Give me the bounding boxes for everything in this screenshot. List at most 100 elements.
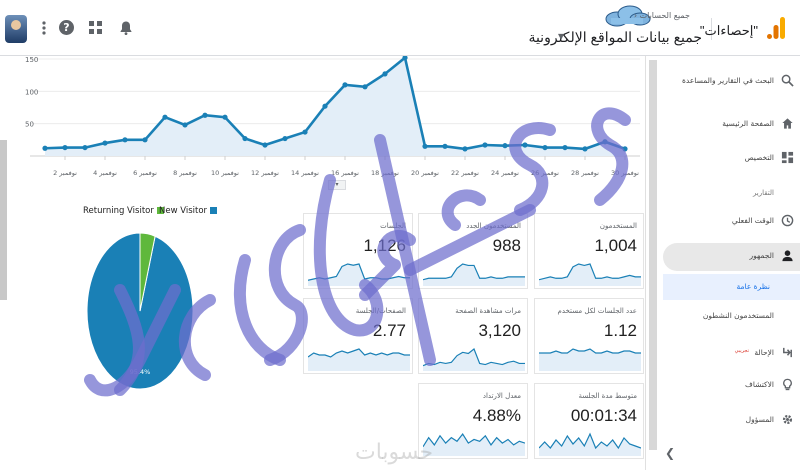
sparkline-fill xyxy=(423,434,525,456)
collapse-sidebar-icon[interactable]: ❮ xyxy=(665,446,676,460)
metric-card[interactable]: الجلسات 1,126 xyxy=(303,213,413,289)
area-fill xyxy=(45,57,625,156)
data-point[interactable] xyxy=(262,142,268,148)
sparkline-fill xyxy=(423,264,525,286)
sidebar-search[interactable]: البحث في التقارير والمساعدة xyxy=(645,68,800,94)
sparkline-fill xyxy=(539,264,641,286)
data-point[interactable] xyxy=(302,129,308,135)
more-vert-icon[interactable] xyxy=(36,20,52,36)
data-point[interactable] xyxy=(122,137,128,143)
data-point[interactable] xyxy=(382,71,388,77)
avatar[interactable] xyxy=(5,15,27,43)
apps-grid-icon[interactable] xyxy=(88,20,104,36)
data-point[interactable] xyxy=(82,144,88,151)
metric-value: 3,120 xyxy=(478,321,521,340)
data-point[interactable] xyxy=(42,145,48,151)
data-point[interactable] xyxy=(402,56,408,61)
metric-card[interactable]: مرات مشاهدة الصفحة 3,120 xyxy=(418,298,528,374)
sidebar-item-label: المسؤول xyxy=(745,415,774,424)
data-point[interactable] xyxy=(622,146,628,152)
lightbulb-icon xyxy=(783,378,792,391)
data-point[interactable] xyxy=(462,146,468,152)
data-point[interactable] xyxy=(362,84,368,90)
sidebar-scrollbar[interactable] xyxy=(649,60,657,450)
bell-icon[interactable] xyxy=(118,20,134,36)
sidebar-item-discover[interactable]: الاكتشاف xyxy=(645,372,800,398)
metric-card[interactable]: معدل الارتداد 4.88% xyxy=(418,383,528,459)
legend-returning-visitor: Returning Visitor xyxy=(83,206,164,216)
sidebar-item-customize[interactable]: التخصيص xyxy=(645,145,800,171)
clock-icon xyxy=(781,214,794,227)
data-point[interactable] xyxy=(522,142,528,148)
divider xyxy=(711,18,712,40)
data-point[interactable] xyxy=(442,143,448,149)
data-point[interactable] xyxy=(542,144,548,151)
sidebar-item-acquisition[interactable]: الإحالة تجريبي xyxy=(645,340,800,366)
metric-sparkline xyxy=(423,263,525,286)
sidebar-item-audience[interactable]: الجمهور xyxy=(663,243,800,271)
chevron-down-icon[interactable]: ▼ xyxy=(558,32,565,41)
data-point[interactable] xyxy=(62,144,68,151)
metric-card[interactable]: عدد الجلسات لكل مستخدم 1.12 xyxy=(534,298,644,374)
data-point[interactable] xyxy=(182,122,188,128)
search-icon xyxy=(781,74,794,87)
property-selector[interactable]: جميع بيانات المواقع الإلكترونية xyxy=(528,29,702,45)
data-point[interactable] xyxy=(562,144,568,151)
top-app-bar: ? جميع الحسابات ‹ جميع بيانات المواقع ال… xyxy=(0,0,800,56)
metric-value: 00:01:34 xyxy=(570,406,637,425)
data-point[interactable] xyxy=(502,143,508,149)
data-point[interactable] xyxy=(242,135,248,142)
x-tick-label: نوفمبر 2 xyxy=(53,169,77,177)
metric-sparkline xyxy=(308,348,410,371)
metric-card[interactable]: متوسط مدة الجلسة 00:01:34 xyxy=(534,383,644,459)
metric-label: المستخدمون xyxy=(599,222,637,230)
sparkline-fill xyxy=(308,264,410,286)
pie-slice-label: 95.4% xyxy=(130,368,151,376)
account-breadcrumb[interactable]: جميع الحسابات ‹ xyxy=(633,11,690,20)
y-tick-label: 50 xyxy=(25,121,34,129)
data-point[interactable] xyxy=(222,114,228,120)
data-point[interactable] xyxy=(602,139,608,145)
analytics-logo xyxy=(767,17,785,39)
x-tick-label: نوفمبر 26 xyxy=(531,169,559,177)
data-point[interactable] xyxy=(342,82,348,88)
sidebar-item-label: الاكتشاف xyxy=(745,380,774,389)
sidebar-item-realtime[interactable]: الوقت الفعلي xyxy=(645,208,800,234)
sidebar-item-admin[interactable]: المسؤول xyxy=(645,407,800,433)
data-point[interactable] xyxy=(582,146,588,152)
sidebar-item-home[interactable]: الصفحة الرئيسية xyxy=(645,111,800,137)
metric-label: معدل الارتداد xyxy=(482,392,521,400)
sparkline-line xyxy=(423,348,525,367)
sidebar-item-label: الجمهور xyxy=(749,251,775,260)
x-tick-label: نوفمبر 6 xyxy=(133,169,157,177)
sidebar-item-overview[interactable]: نظرة عامة xyxy=(663,274,800,300)
data-point[interactable] xyxy=(282,135,288,142)
chart-collapse-toggle[interactable]: ▾ xyxy=(328,180,346,190)
sidebar-item-label: المستخدمون النشطون xyxy=(702,311,774,320)
sidebar-item-label: نظرة عامة xyxy=(736,282,771,291)
page-scrollbar[interactable] xyxy=(0,140,7,300)
metric-label: مرات مشاهدة الصفحة xyxy=(455,307,521,315)
metric-value: 1,004 xyxy=(594,236,637,255)
metric-value: 1.12 xyxy=(603,321,637,340)
data-point[interactable] xyxy=(202,112,208,118)
metric-sparkline xyxy=(539,432,641,456)
legend-label: New Visitor xyxy=(159,206,208,216)
y-tick-label: 150 xyxy=(25,56,38,64)
data-point[interactable] xyxy=(322,103,328,109)
metric-card[interactable]: المستخدمون الجدد 988 xyxy=(418,213,528,289)
data-point[interactable] xyxy=(142,137,148,143)
beta-badge: تجريبي xyxy=(734,348,750,354)
help-icon[interactable]: ? xyxy=(59,20,75,36)
sidebar-item-label: الوقت الفعلي xyxy=(731,216,774,225)
metric-card[interactable]: المستخدمون 1,004 xyxy=(534,213,644,289)
x-tick-label: نوفمبر 8 xyxy=(173,169,197,177)
sidebar-item-active-users[interactable]: المستخدمون النشطون xyxy=(645,303,800,329)
data-point[interactable] xyxy=(482,142,488,148)
metric-card[interactable]: الصفحات/الجلسة 2.77 xyxy=(303,298,413,374)
data-point[interactable] xyxy=(422,143,428,149)
data-point[interactable] xyxy=(162,114,168,120)
sparkline-line xyxy=(423,432,525,448)
metric-value: 1,126 xyxy=(363,236,406,255)
data-point[interactable] xyxy=(102,140,108,146)
